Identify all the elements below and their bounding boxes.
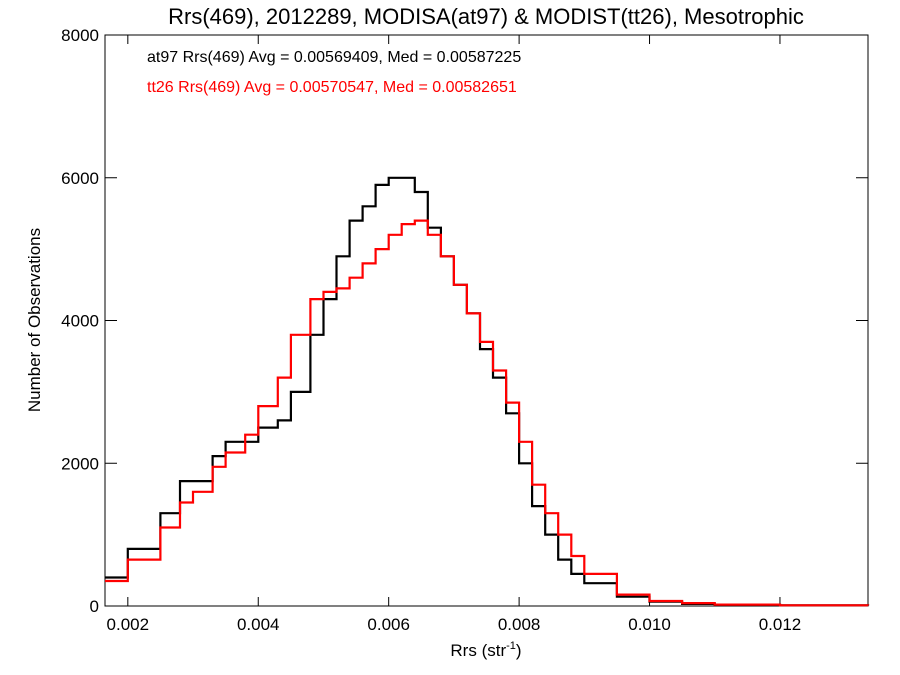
- y-axis-label: Number of Observations: [25, 228, 44, 412]
- y-tick-label: 0: [90, 597, 99, 616]
- series-layer: [105, 176, 870, 607]
- x-axis-label-base: Rrs (str: [450, 641, 506, 660]
- chart-title: Rrs(469), 2012289, MODISA(at97) & MODIST…: [168, 4, 804, 29]
- x-axis-ticks: 0.002 0.004 0.006 0.008 0.010 0.012: [107, 35, 802, 634]
- series-line-at97: [105, 176, 870, 607]
- legend-entry-tt26: tt26 Rrs(469) Avg = 0.00570547, Med = 0.…: [147, 79, 517, 96]
- plot-area-frame: [104, 34, 869, 607]
- x-tick-label: 0.004: [237, 615, 280, 634]
- x-tick-label: 0.012: [759, 615, 802, 634]
- series-line-tt26: [105, 219, 870, 607]
- y-axis-ticks: 0 2000 4000 6000 8000: [61, 26, 868, 616]
- y-tick-label: 6000: [61, 169, 99, 188]
- x-axis-label: Rrs (str-1): [450, 640, 521, 660]
- y-tick-label: 4000: [61, 312, 99, 331]
- x-tick-label: 0.002: [107, 615, 150, 634]
- x-tick-label: 0.010: [628, 615, 671, 634]
- y-tick-label: 2000: [61, 454, 99, 473]
- legend-entry-at97: at97 Rrs(469) Avg = 0.00569409, Med = 0.…: [147, 49, 521, 66]
- x-axis-label-superscript: -1: [506, 640, 516, 652]
- x-axis-label-close: ): [516, 641, 522, 660]
- x-tick-label: 0.006: [367, 615, 410, 634]
- x-tick-label: 0.008: [498, 615, 541, 634]
- y-tick-label: 8000: [61, 26, 99, 45]
